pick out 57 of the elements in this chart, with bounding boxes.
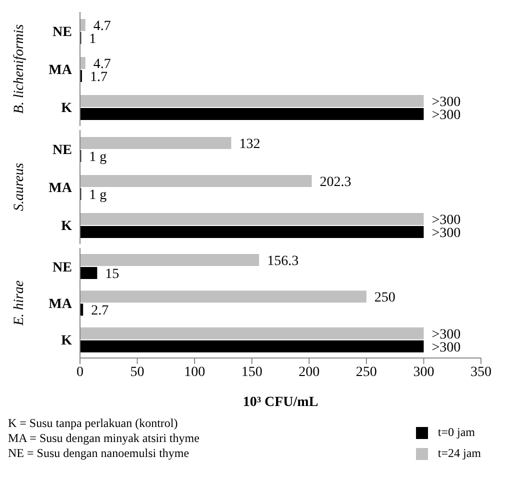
x-tick-label: 0 (76, 364, 84, 380)
text: K = Susu tanpa perlakuan (kontrol) (8, 416, 179, 431)
data-label: >300 (432, 340, 461, 356)
y-axis-title: S.aureus (12, 162, 27, 212)
y-tick-label: K (61, 100, 72, 116)
text: MA = Susu dengan minyak atsiri thyme (8, 431, 200, 446)
data-label: 15 (105, 267, 120, 282)
bar (80, 267, 98, 279)
bar (80, 327, 424, 340)
data-label: >300 (432, 226, 461, 241)
bar (80, 108, 424, 120)
bar (80, 137, 232, 149)
y-axis-title: B. licheniformis (12, 24, 27, 114)
bar (80, 57, 86, 69)
bar (80, 254, 260, 266)
x-axis-title: 10³ CFU/mL (242, 395, 318, 410)
text: NE = Susu dengan nanoemulsi thyme (8, 446, 190, 461)
data-label: >300 (432, 327, 461, 342)
data-label: 1 (89, 32, 96, 47)
x-tick-label: 100 (184, 364, 206, 380)
x-tick-label: 50 (130, 364, 144, 380)
data-label: 1 g (89, 188, 107, 203)
data-label: 1 g (89, 150, 107, 165)
data-label: >300 (432, 213, 461, 228)
data-label: 202.3 (320, 175, 352, 190)
bar (80, 19, 86, 31)
data-label: 156.3 (267, 254, 299, 269)
data-label: 1.7 (90, 70, 108, 85)
legend-label: t=0 jam (438, 425, 475, 440)
y-tick-label: NE (52, 142, 72, 158)
data-label: >300 (432, 95, 461, 110)
y-tick-label: MA (48, 180, 73, 196)
bar (80, 175, 312, 187)
bar (80, 95, 424, 107)
bar (80, 213, 424, 225)
y-tick-label: K (61, 218, 72, 234)
data-label: >300 (432, 108, 461, 123)
y-axis-title: E. hirae (12, 280, 27, 327)
x-tick-label: 350 (470, 364, 492, 380)
x-tick-label: 300 (413, 364, 434, 380)
bar (80, 340, 424, 352)
legend-label: t=24 jam (438, 446, 481, 461)
data-label: 132 (239, 137, 260, 152)
x-tick-label: 150 (241, 364, 262, 380)
x-tick-label: 200 (298, 364, 320, 380)
data-label: 4.7 (93, 57, 111, 72)
data-label: 2.7 (91, 304, 109, 319)
data-label: 4.7 (93, 19, 111, 34)
data-label: 250 (374, 290, 396, 306)
bar (80, 226, 424, 238)
y-tick-label: MA (48, 62, 73, 78)
bar (80, 290, 366, 303)
y-tick-label: NE (52, 260, 72, 276)
y-tick-label: NE (52, 24, 72, 40)
x-tick-label: 250 (356, 364, 377, 380)
y-tick-label: MA (48, 296, 73, 312)
y-tick-label: K (61, 334, 72, 349)
